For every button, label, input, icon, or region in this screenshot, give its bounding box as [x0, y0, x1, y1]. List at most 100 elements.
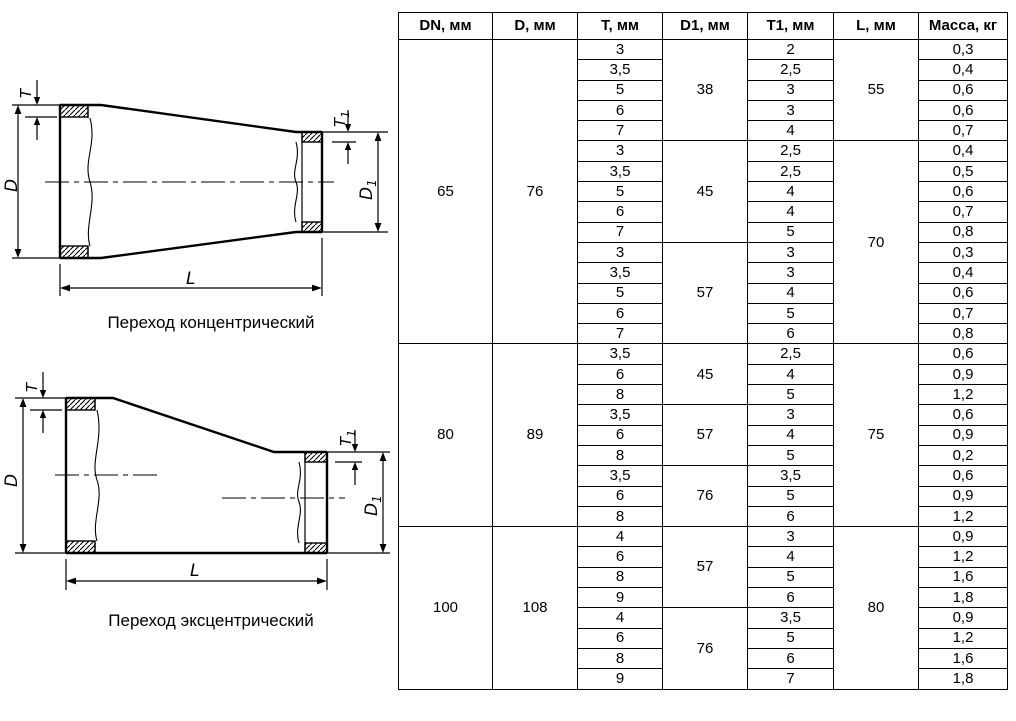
- table-cell: 76: [662, 465, 748, 528]
- hatch-flange: [59, 245, 89, 259]
- part-outline: [58, 103, 324, 260]
- table-cell: 89: [492, 343, 578, 528]
- table-cell: 3: [747, 99, 834, 122]
- table-cell: 7: [577, 120, 663, 142]
- table-cell: 2,5: [747, 59, 834, 81]
- table-row: 6 3 0,6: [399, 99, 1008, 122]
- pipe-break-line-left: [94, 409, 100, 542]
- dimension-D1: D1: [322, 132, 388, 233]
- table-cell: 0,4: [918, 59, 1008, 81]
- table-row: 6 5 0,9: [399, 485, 1008, 507]
- table-cell: 65: [398, 38, 493, 345]
- column-header: L, мм: [833, 12, 919, 40]
- dimension-T: T: [23, 372, 62, 433]
- table-cell: 0,9: [918, 607, 1008, 629]
- table-cell: 4: [747, 424, 834, 446]
- table-cell: 3: [577, 38, 663, 61]
- table-cell: 6: [577, 546, 663, 568]
- column-header: D1, мм: [662, 12, 748, 40]
- table-cell: 1,2: [918, 546, 1008, 568]
- dim-label-D1: D1: [357, 179, 379, 200]
- table-cell: 0,9: [918, 526, 1008, 548]
- eccentric-caption: Переход эксцентрический: [108, 611, 314, 630]
- table-row: 9 7 1,8: [399, 668, 1008, 690]
- dimension-D1: D1: [327, 452, 390, 554]
- hatch-flange: [65, 540, 96, 554]
- table-cell: 4: [577, 526, 663, 548]
- table-row: 7 4 0,7: [399, 120, 1008, 142]
- dim-label-L: L: [186, 269, 195, 289]
- dim-label-T1: T1: [337, 430, 358, 446]
- table-cell: 108: [492, 526, 578, 690]
- table-row: 7 5 0,8: [399, 221, 1008, 243]
- table-row: 7 6 0,8: [399, 323, 1008, 345]
- table-cell: 3,5: [577, 59, 663, 81]
- hatch-flange: [301, 131, 323, 143]
- table-row: 5 4 0,6: [399, 181, 1008, 203]
- table-row: 6 4 0,9: [399, 363, 1008, 386]
- table-cell: 1,6: [918, 566, 1008, 589]
- table-cell: 5: [577, 181, 663, 203]
- table-cell: 3,5: [577, 160, 663, 183]
- table-cell: 6: [747, 587, 834, 609]
- table-row: 5 4 0,6: [399, 282, 1008, 304]
- dimension-T1: T1: [327, 430, 390, 485]
- table-cell: 3,5: [577, 404, 663, 426]
- table-cell: 4: [747, 363, 834, 386]
- table-cell: 57: [662, 241, 748, 345]
- hatch-flange: [304, 451, 328, 463]
- table-cell: 5: [747, 566, 834, 589]
- concentric-caption: Переход концентрический: [107, 313, 315, 332]
- table-cell: 57: [662, 404, 748, 467]
- table-cell: 1,2: [918, 505, 1008, 528]
- table-cell: 5: [747, 627, 834, 649]
- table-cell: 3: [747, 79, 834, 101]
- table-cell: 2,5: [747, 343, 834, 365]
- table-cell: 38: [662, 38, 748, 142]
- table-row: 65 76 3 38 2 55 0,3: [398, 38, 1008, 345]
- dimension-T1: T1: [322, 110, 388, 164]
- dim-label-D1: D1: [362, 495, 384, 516]
- table-cell: 1,8: [918, 587, 1008, 609]
- table-cell: 3,5: [577, 465, 663, 487]
- table-header: DN, мм D, мм T, мм D1, мм T1, мм L, мм Масса, …: [398, 12, 1008, 40]
- table-row: 6 4 0,9: [399, 424, 1008, 446]
- table-cell: 0,6: [918, 343, 1008, 365]
- table-cell: 5: [747, 221, 834, 243]
- table-cell: 3: [747, 526, 834, 548]
- dim-label-T1: T1: [331, 111, 352, 127]
- table-cell: 7: [747, 668, 834, 690]
- table-cell: 8: [577, 647, 663, 670]
- table-cell: 45: [662, 343, 748, 406]
- table-body: 65 76 3 38 2 55 0,3 3,5 2,5 0,4 5 3 0,6 6 3 0,6 7 4 0,7 3 45…: [398, 38, 1008, 690]
- table-cell: 55: [833, 38, 919, 142]
- table-cell: 6: [577, 363, 663, 386]
- table-row: 6 5 0,7: [399, 302, 1008, 325]
- table-cell: 3: [747, 262, 834, 284]
- table-row: 9 6 1,8: [399, 587, 1008, 609]
- table-cell: 5: [747, 444, 834, 467]
- dimensions-table: DN, мм D, мм T, мм D1, мм T1, мм L, мм Масса, …: [398, 12, 1008, 690]
- header-row: DN, мм D, мм T, мм D1, мм T1, мм L, мм Масса, …: [398, 12, 1008, 40]
- table-cell: 6: [577, 424, 663, 446]
- table-cell: 6: [577, 627, 663, 649]
- table-cell: 0,3: [918, 38, 1008, 61]
- table-cell: 0,6: [918, 465, 1008, 487]
- dimension-L: L: [65, 559, 328, 590]
- table-row: 8 5 0,2: [399, 444, 1008, 467]
- dimension-D: D: [2, 397, 66, 554]
- dim-label-T: T: [23, 381, 41, 392]
- table-cell: 6: [577, 485, 663, 507]
- eccentric-reducer-diagram: D T T1 D1 L: [2, 372, 390, 590]
- table-cell: 5: [747, 384, 834, 406]
- table-cell: 5: [577, 79, 663, 101]
- table-row: 8 6 1,6: [399, 647, 1008, 670]
- table-cell: 0,6: [918, 404, 1008, 426]
- table-cell: 0,3: [918, 241, 1008, 264]
- table-cell: 5: [747, 485, 834, 507]
- table-cell: 100: [398, 526, 493, 690]
- table-cell: 9: [577, 668, 663, 690]
- table-cell: 2,5: [747, 140, 834, 162]
- hatch-flange: [304, 542, 328, 554]
- column-header: D, мм: [492, 12, 578, 40]
